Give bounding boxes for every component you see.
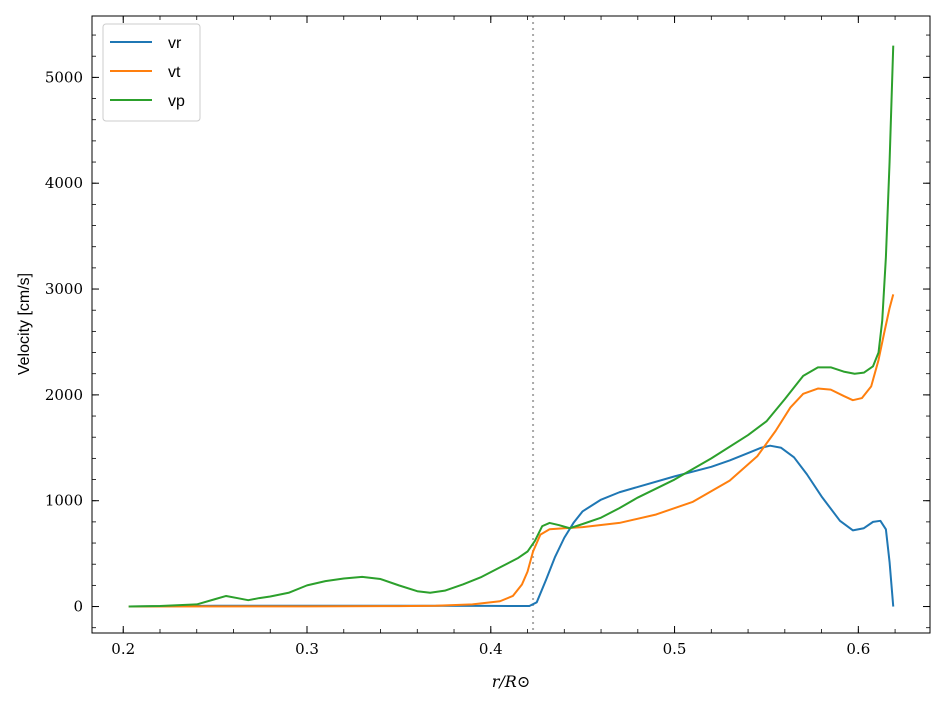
series-line-vp (128, 45, 895, 608)
legend: vr vt vp (102, 23, 201, 122)
x-axis-label: r/R⊙ (492, 672, 531, 691)
series-layer (128, 45, 895, 608)
y-tick-label: 2000 (45, 386, 83, 404)
x-tick-label: 0.4 (479, 640, 503, 658)
y-axis-label: Velocity [cm/s] (16, 273, 33, 375)
y-tick-label: 5000 (45, 68, 83, 86)
legend-box (102, 23, 201, 122)
series-line-vr (128, 444, 895, 608)
legend-label-vr: vr (168, 35, 182, 52)
y-tick-label: 1000 (45, 492, 83, 510)
y-tick-label: 0 (73, 598, 83, 616)
series-line-vt (128, 294, 895, 608)
legend-label-vt: vt (168, 64, 181, 81)
x-tick-label: 0.5 (663, 640, 687, 658)
x-tick-label: 0.3 (295, 640, 319, 658)
ticks-layer: 0.2 0.3 0.4 0.5 0.6 0 1000 2000 3000 4000 5000 (45, 16, 930, 658)
y-tick-label: 3000 (45, 280, 83, 298)
legend-label-vp: vp (168, 93, 185, 110)
y-tick-label: 4000 (45, 174, 83, 192)
plot-frame (91, 15, 931, 634)
x-tick-label: 0.6 (846, 640, 870, 658)
x-tick-label: 0.2 (111, 640, 135, 658)
